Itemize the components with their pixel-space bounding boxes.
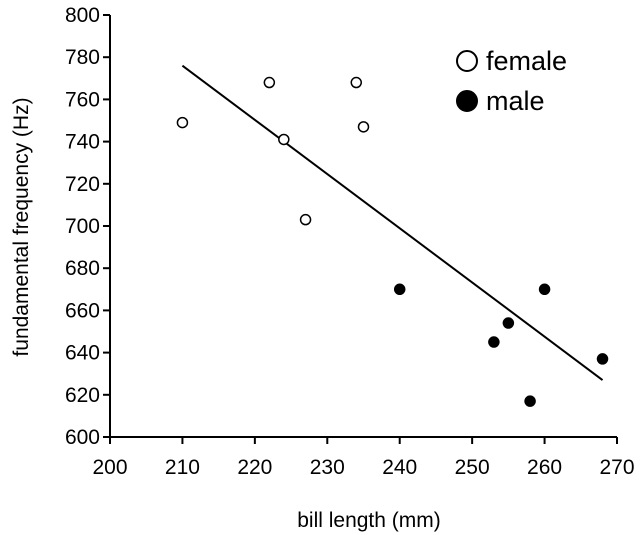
y-tick-label: 600 <box>65 426 100 449</box>
male-point <box>502 317 515 329</box>
female-point <box>299 213 312 226</box>
female-point <box>357 121 370 133</box>
y-tick-label: 640 <box>65 342 100 365</box>
legend: female male <box>456 46 567 116</box>
legend-label: male <box>486 86 545 116</box>
x-tick-label: 250 <box>455 456 490 479</box>
female-point <box>263 76 276 89</box>
male-point <box>524 395 536 407</box>
y-tick-label: 720 <box>65 173 100 196</box>
female-point <box>278 133 290 146</box>
y-tick-label: 760 <box>65 88 100 111</box>
y-tick-label: 780 <box>65 46 100 69</box>
axes: 600 620 640 660 680 700 720 740 760 780 800 200 210 2… <box>65 4 635 479</box>
x-tick-label: 230 <box>310 456 345 479</box>
legend-male-marker <box>456 90 478 112</box>
x-tick-label: 210 <box>165 456 200 479</box>
legend-female-marker <box>456 50 478 72</box>
male-point <box>488 336 500 348</box>
y-tick-label: 740 <box>65 131 100 154</box>
y-tick-label: 800 <box>65 4 100 27</box>
y-axis-title: fundamental frequency (Hz) <box>10 97 33 356</box>
x-tick-label: 240 <box>382 456 417 479</box>
trendline <box>181 64 604 381</box>
y-tick-label: 680 <box>65 257 100 280</box>
male-point <box>393 283 406 296</box>
female-point <box>176 116 189 129</box>
male-point <box>596 353 609 365</box>
y-tick-label: 660 <box>65 299 100 322</box>
trendline-group <box>181 64 604 381</box>
x-axis-title: bill length (mm) <box>297 509 441 532</box>
x-tick-label: 200 <box>92 456 127 479</box>
y-tick-label: 620 <box>65 384 100 407</box>
male-point <box>538 283 551 296</box>
x-tick-label: 260 <box>527 456 562 479</box>
y-tick-label: 700 <box>65 215 100 238</box>
x-tick-label: 220 <box>237 456 272 479</box>
legend-label: female <box>486 46 567 76</box>
data-points <box>176 76 609 407</box>
female-point <box>350 76 363 89</box>
x-tick-label: 270 <box>599 456 634 479</box>
